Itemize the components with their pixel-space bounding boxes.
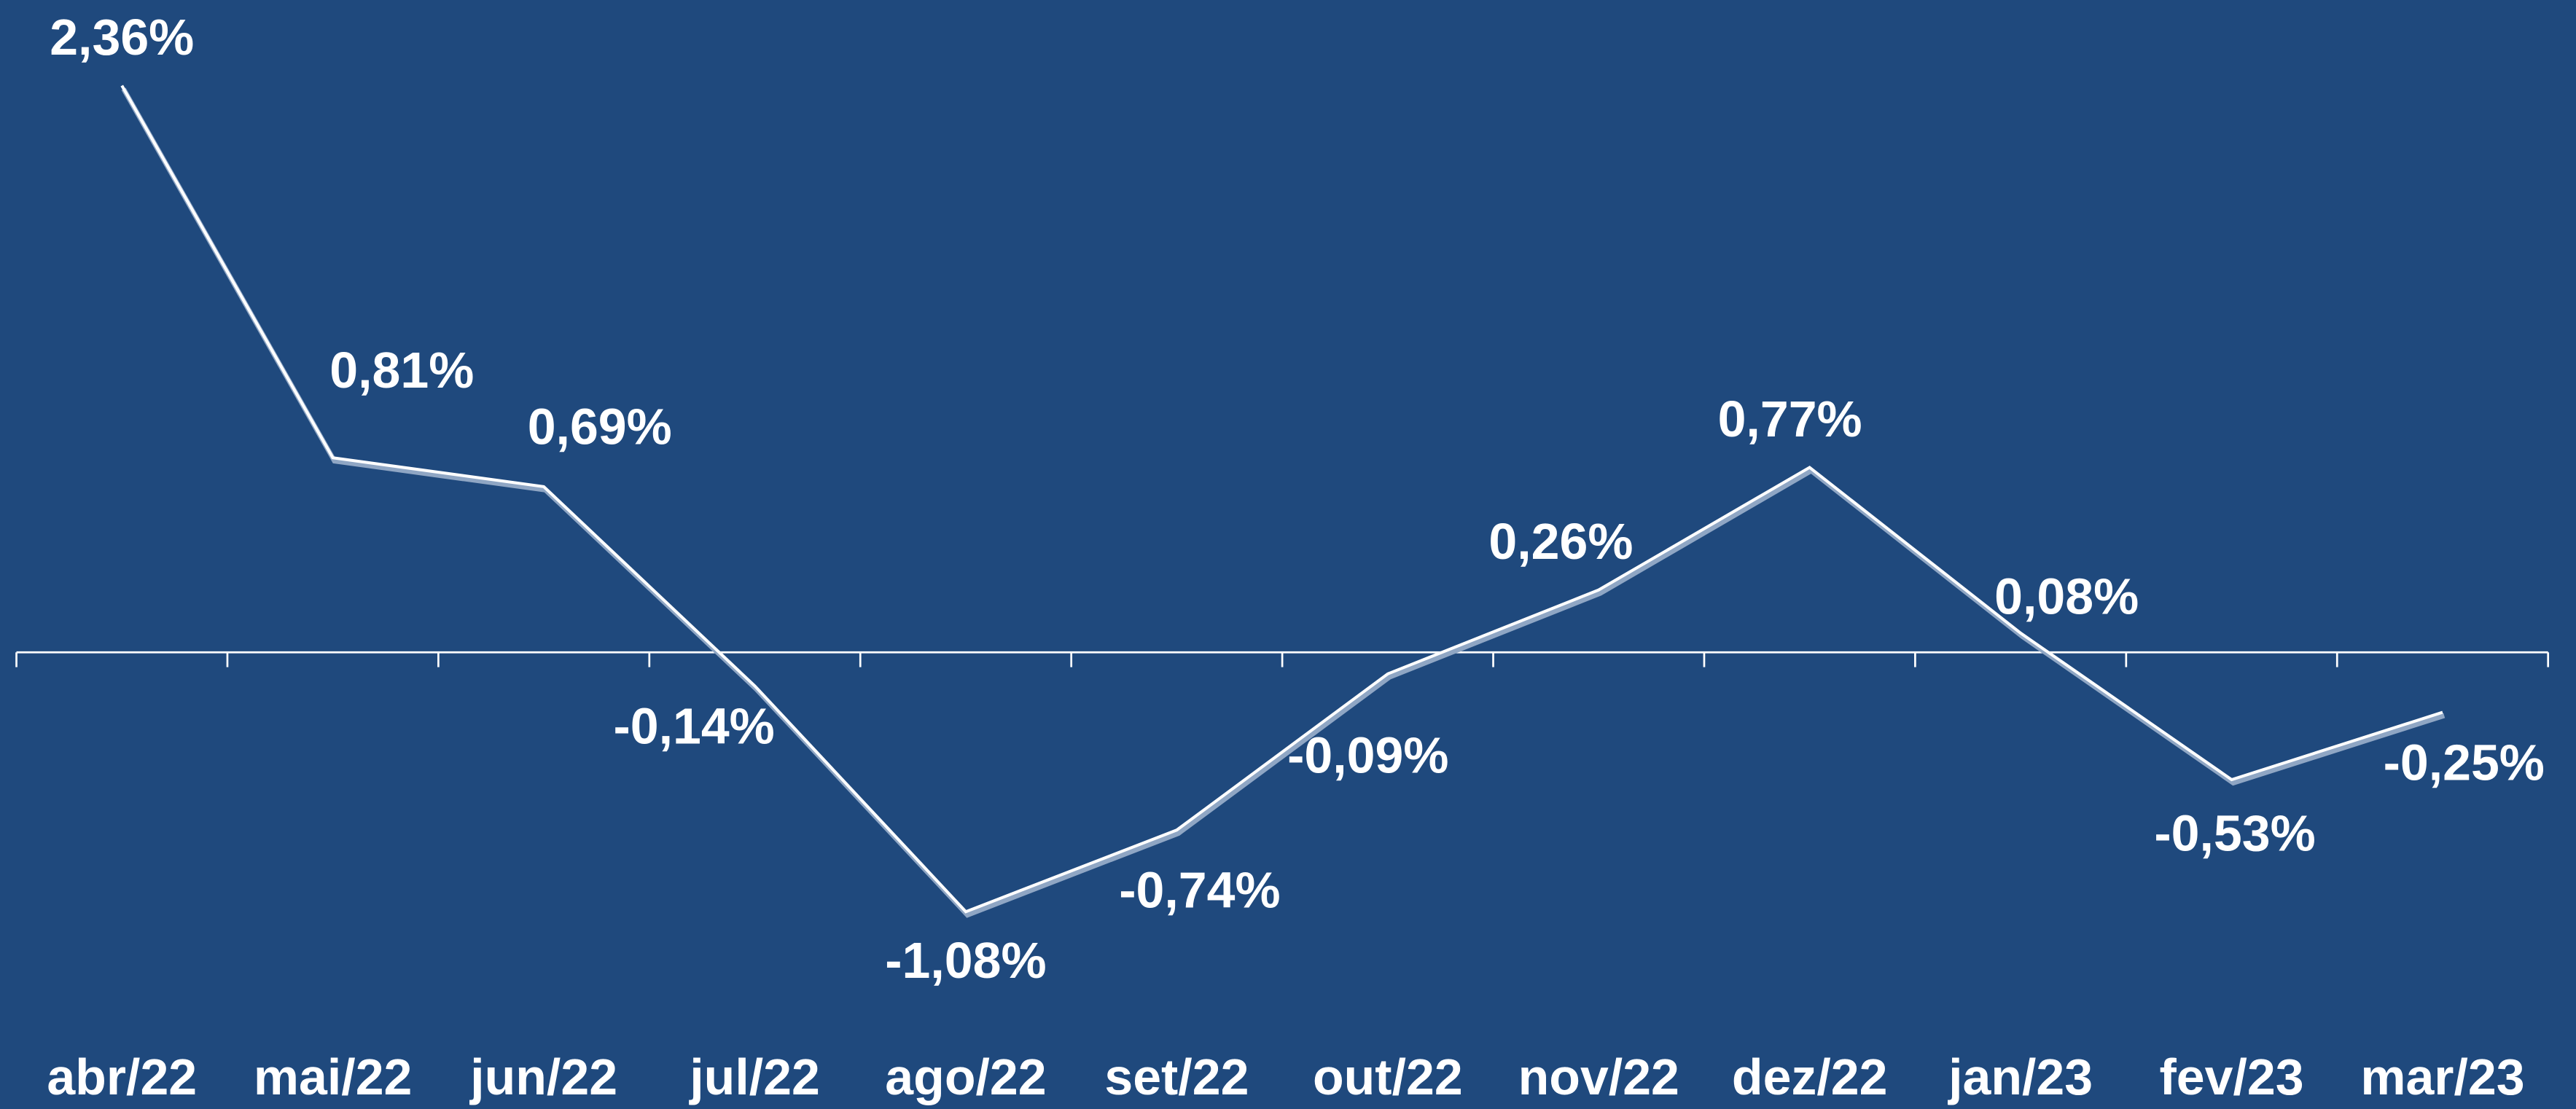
data-label: -0,14% bbox=[613, 698, 774, 755]
data-label: 2,36% bbox=[50, 9, 194, 66]
data-label: 0,81% bbox=[329, 342, 474, 399]
x-tick-label: set/22 bbox=[1104, 1049, 1249, 1105]
data-label: -0,74% bbox=[1119, 862, 1280, 919]
x-tick-label: mai/22 bbox=[254, 1049, 413, 1105]
x-tick-label: jan/23 bbox=[1947, 1049, 2093, 1105]
x-tick-label: mar/23 bbox=[2360, 1049, 2524, 1105]
data-label: -1,08% bbox=[885, 932, 1046, 989]
x-tick-label: jul/22 bbox=[688, 1049, 820, 1105]
x-tick-label: nov/22 bbox=[1518, 1049, 1679, 1105]
data-line bbox=[120, 85, 2443, 914]
x-tick-label: abr/22 bbox=[47, 1049, 197, 1105]
x-tick-label: dez/22 bbox=[1732, 1049, 1888, 1105]
data-label: -0,53% bbox=[2154, 804, 2315, 861]
x-tick-label: ago/22 bbox=[885, 1049, 1046, 1105]
data-label: -0,09% bbox=[1287, 727, 1448, 784]
x-tick-label: jun/22 bbox=[469, 1049, 617, 1105]
data-label: 0,26% bbox=[1488, 513, 1633, 570]
x-tick-label: fev/23 bbox=[2159, 1049, 2303, 1105]
data-label: 0,69% bbox=[528, 399, 672, 455]
data-label: 0,77% bbox=[1718, 391, 1862, 447]
data-label: -0,25% bbox=[2384, 734, 2545, 791]
data-label: 0,08% bbox=[1994, 568, 2139, 624]
x-tick-label: out/22 bbox=[1313, 1049, 1463, 1105]
line-shadow bbox=[121, 87, 2446, 918]
